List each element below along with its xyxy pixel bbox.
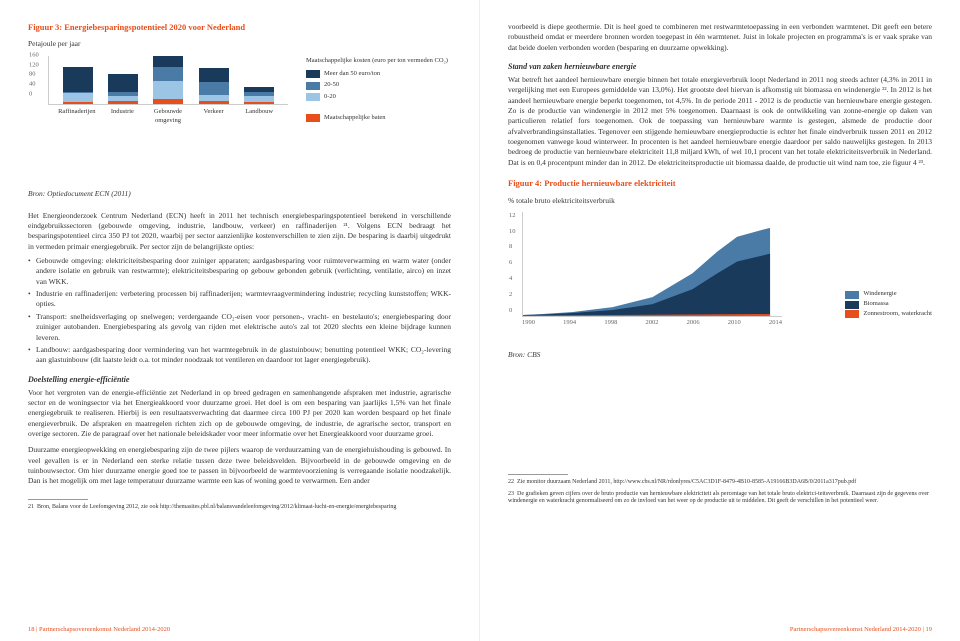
figure3-title: Figuur 3: Energiebesparingspotentieel 20… xyxy=(28,22,451,33)
figure3-legend: Maatschappelijke kosten (euro per ton ve… xyxy=(306,56,448,181)
footnote-rule xyxy=(28,499,88,500)
figure4-source: Bron: CBS xyxy=(508,350,932,360)
page-19: voorbeeld is diepe geothermie. Dit is he… xyxy=(480,0,960,641)
list-item: Landbouw: aardgasbesparing door verminde… xyxy=(28,345,451,366)
figure4-area xyxy=(523,212,782,316)
list-item: Gebouwde omgeving: elektriciteitsbespari… xyxy=(28,256,451,287)
figure4-plot: 0 2 4 6 8 10 12 xyxy=(522,212,782,317)
figure3-x-axis: Raffinaderijen Industrie Gebouwde omgevi… xyxy=(48,108,288,126)
swatch-icon xyxy=(845,291,859,299)
page-footer-left: 18 | Partnerschapsovereenkomst Nederland… xyxy=(28,626,170,635)
figure3-source: Bron: Optiedocument ECN (2011) xyxy=(28,189,451,199)
subheading: Stand van zaken hernieuwbare energie xyxy=(508,61,932,72)
figure3-chart: 160 120 80 40 0 Raffinaderijen Industrie… xyxy=(28,56,451,181)
footnote-23: 23 De grafieken geven cijfers over de br… xyxy=(508,491,932,507)
figure4-legend: Windenergie Biomassa Zonnestroom, waterk… xyxy=(845,290,932,319)
figure3-y-axis: 160 120 80 40 0 xyxy=(29,56,39,104)
figure3-bars xyxy=(49,56,288,104)
swatch-icon xyxy=(306,114,320,122)
swatch-icon xyxy=(306,70,320,78)
footnote-22: 22 Zie monitor duurzaam Nederland 2011, … xyxy=(508,479,932,487)
swatch-icon xyxy=(306,93,320,101)
subheading: Doelstelling energie-efficiëntie xyxy=(28,374,451,385)
figure4-x-axis: 1990 1994 1998 2002 2006 2010 2014 xyxy=(522,319,782,328)
list-item: Industrie en raffinaderijen: verbetering… xyxy=(28,289,451,310)
page-18: Figuur 3: Energiebesparingspotentieel 20… xyxy=(0,0,480,641)
figure3-plot: 160 120 80 40 0 xyxy=(48,56,288,105)
figure4-title: Figuur 4: Productie hernieuwbare elektri… xyxy=(508,178,932,189)
figure4-unit: % totale bruto elektriciteitsverbruik xyxy=(508,196,932,206)
body-text-left: Het Energieonderzoek Centrum Nederland (… xyxy=(28,211,451,487)
figure4-chart: 0 2 4 6 8 10 12 1990 1994 1998 2002 2006… xyxy=(508,212,932,342)
body-text-right: voorbeeld is diepe geothermie. Dit is he… xyxy=(508,22,932,168)
swatch-icon xyxy=(845,301,859,309)
footnote-rule xyxy=(508,474,568,475)
list-item: Transport: snelheidsverlaging op snelweg… xyxy=(28,312,451,343)
swatch-icon xyxy=(306,82,320,90)
page-footer-right: Partnerschapsovereenkomst Nederland 2014… xyxy=(790,626,932,635)
figure3-unit: Petajoule per jaar xyxy=(28,39,451,49)
swatch-icon xyxy=(845,310,859,318)
footnote-21: 21 Bron, Balans voor de Leefomgeving 201… xyxy=(28,504,451,512)
figure4-y-axis: 0 2 4 6 8 10 12 xyxy=(509,212,516,316)
